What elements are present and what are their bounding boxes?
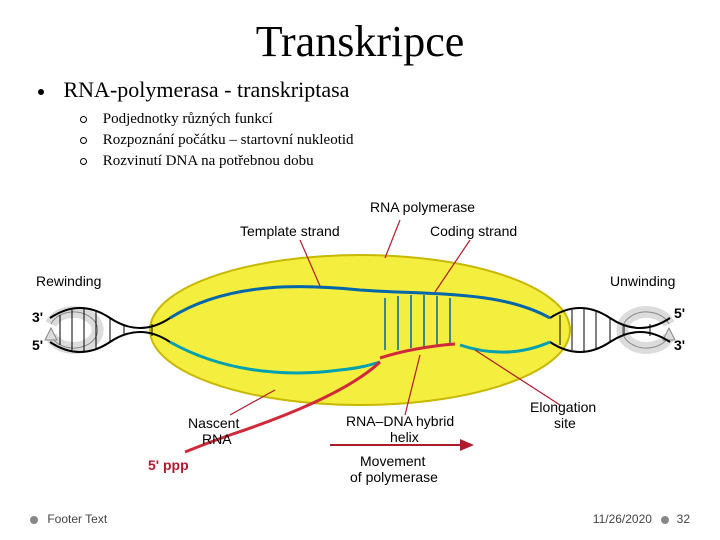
label-rewinding: Rewinding (36, 273, 101, 289)
main-bullet-text: RNA-polymerasa - transkriptasa (64, 77, 350, 102)
label-coding-strand: Coding strand (430, 223, 517, 239)
sub-bullet-item: Rozpoznání počátku – startovní nukleotid (80, 130, 690, 151)
ring-bullet-icon (80, 116, 87, 123)
polymerase-body (150, 255, 570, 405)
main-bullet: RNA-polymerasa - transkriptasa (38, 77, 690, 103)
ring-bullet-icon (80, 158, 87, 165)
sub-bullet-item: Podjednotky různých funkcí (80, 109, 690, 130)
footer-text: Footer Text (47, 512, 107, 526)
label-unwinding: Unwinding (610, 273, 675, 289)
slide: Transkripce RNA-polymerasa - transkripta… (0, 0, 720, 540)
label-3prime-right: 3' (674, 337, 685, 353)
label-hybrid-2: helix (390, 429, 419, 445)
label-hybrid-1: RNA–DNA hybrid (346, 413, 454, 429)
label-nascent-rna-1: Nascent (188, 415, 239, 431)
label-movement-1: Movement (360, 453, 425, 469)
bullet-dot-icon (38, 89, 44, 95)
rewinding-arrow-icon (45, 312, 98, 348)
sub-bullet-item: Rozvinutí DNA na potřebnou dobu (80, 151, 690, 172)
label-nascent-rna-2: RNA (202, 431, 232, 447)
footer-page-number: 32 (677, 512, 690, 526)
sub-bullet-text: Rozvinutí DNA na potřebnou dobu (103, 153, 314, 169)
sub-bullet-text: Podjednotky různých funkcí (103, 111, 273, 127)
label-elongation-1: Elongation (530, 399, 596, 415)
label-template-strand: Template strand (240, 223, 340, 239)
diagram-svg: RNA polymerase Template strand Coding st… (30, 190, 690, 490)
ring-bullet-icon (80, 137, 87, 144)
label-movement-2: of polymerase (350, 469, 438, 485)
footer-dot-icon (30, 516, 38, 524)
sub-bullet-text: Rozpoznání počátku – startovní nukleotid (103, 132, 354, 148)
sub-bullet-list: Podjednotky různých funkcí Rozpoznání po… (80, 109, 690, 172)
label-3prime-left: 3' (32, 309, 43, 325)
footer-dot-icon (661, 516, 669, 524)
footer-left: Footer Text (30, 512, 107, 526)
label-5prime-right: 5' (674, 305, 685, 321)
transcription-diagram: RNA polymerase Template strand Coding st… (30, 190, 690, 490)
label-5ppp: 5' ppp (148, 457, 189, 473)
footer-right: 11/26/2020 32 (593, 512, 690, 526)
slide-title: Transkripce (30, 16, 690, 67)
unwinding-arrow-icon (622, 312, 675, 348)
label-rna-polymerase: RNA polymerase (370, 199, 475, 215)
label-5prime-left: 5' (32, 337, 43, 353)
footer-date: 11/26/2020 (593, 512, 652, 526)
label-elongation-2: site (554, 415, 576, 431)
